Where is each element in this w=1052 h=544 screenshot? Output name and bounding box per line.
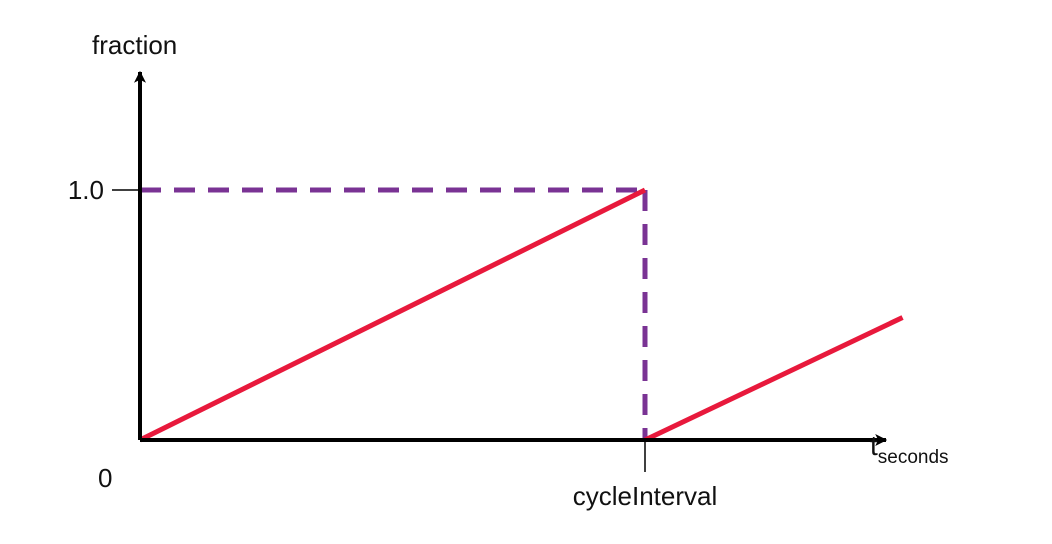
- series-line-2: [643, 315, 904, 443]
- series-line-1: [138, 187, 647, 443]
- y-axis-label: fraction: [92, 30, 177, 60]
- x-axis-label-main: t: [870, 430, 878, 461]
- x-axis-label: tseconds: [870, 430, 949, 468]
- reference-lines: [140, 187, 648, 440]
- x-axis-label-subscript: seconds: [878, 447, 949, 468]
- x-tick-label-1: cycleInterval: [573, 481, 718, 511]
- origin-label: 0: [98, 463, 112, 493]
- labels: fraction 0 tseconds 1.0 cycleInterval: [68, 30, 949, 511]
- axes: [112, 70, 888, 472]
- series-lines: [138, 187, 904, 443]
- y-tick-label-1: 1.0: [68, 175, 104, 205]
